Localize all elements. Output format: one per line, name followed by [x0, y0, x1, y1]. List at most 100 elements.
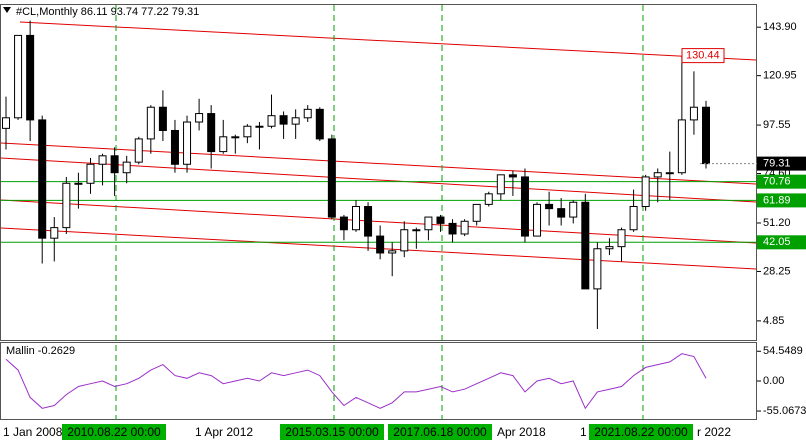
candle-body [98, 155, 107, 165]
x-tick-label: 1 [580, 425, 587, 439]
candle-body [255, 125, 264, 128]
candle-body [243, 125, 252, 138]
y-tick-label: 4.85 [763, 315, 784, 327]
y-tick-label: 97.55 [763, 119, 791, 131]
indicator-panel [0, 342, 757, 420]
candle-body [146, 106, 155, 140]
candle-body [303, 108, 312, 119]
y-tick-label: 54.5489 [763, 345, 803, 357]
candle-body [219, 136, 228, 153]
candle-body [569, 201, 578, 218]
date-box [589, 424, 693, 440]
candle-body [207, 113, 216, 153]
candle-body [26, 34, 35, 121]
last-price-box [757, 156, 806, 171]
candle-body [74, 182, 83, 185]
date-box [280, 424, 384, 440]
candle-body [400, 229, 409, 252]
menu-arrow[interactable] [3, 7, 11, 13]
candle-body [110, 155, 119, 174]
x-tick-label: 1 Apr 2012 [195, 425, 253, 439]
candle-body [388, 250, 397, 254]
date-label: 2021.08.22 00:00 [594, 425, 688, 439]
candle-body [629, 206, 638, 231]
candle-body [545, 203, 554, 210]
y-tick-label: 120.95 [763, 70, 797, 82]
candle-body [327, 138, 336, 218]
candle-body [50, 227, 59, 239]
candle-body [376, 235, 385, 254]
level-label: 61.89 [763, 194, 791, 206]
candle-body [665, 172, 674, 175]
indicator-title: Mallin -0.2629 [6, 345, 75, 357]
candle-body [484, 193, 493, 205]
candle-body [508, 174, 517, 178]
level-box [757, 174, 806, 189]
y-tick-label: 28.25 [763, 265, 791, 277]
trend-line [19, 21, 757, 61]
candle-body [460, 220, 469, 235]
candle-body [122, 161, 131, 174]
candle-body [86, 163, 95, 184]
candle-body [533, 203, 542, 237]
candle-body [364, 206, 373, 237]
candle-body [38, 119, 47, 239]
date-label: 2015.03.15 00:00 [285, 425, 379, 439]
candle-body [653, 172, 662, 178]
candle-body [472, 203, 481, 222]
level-label: 42.05 [763, 236, 791, 248]
y-tick-label: 51.20 [763, 217, 791, 229]
x-tick-label: 1 Jan 2008 [3, 425, 63, 439]
candle-body [352, 206, 360, 231]
indicator-line [5, 353, 707, 410]
trend-line [0, 142, 757, 185]
trend-line [0, 199, 757, 244]
candle-body [412, 229, 421, 232]
candle-body [279, 115, 288, 125]
candle-body [617, 229, 626, 248]
candle-body [315, 108, 324, 140]
level-box [757, 235, 806, 250]
candle-body [158, 106, 167, 131]
candle-body [593, 248, 602, 290]
candle-body [677, 119, 686, 174]
candle-body [134, 138, 143, 163]
candle-body [2, 117, 10, 129]
candle-body [689, 106, 698, 121]
candle-body [14, 34, 23, 119]
candle-body [62, 182, 71, 229]
date-label: 2010.08.22 00:00 [67, 425, 161, 439]
candle-body [496, 174, 505, 195]
x-tick-label: r 2022 [697, 425, 731, 439]
peak-box [681, 48, 725, 64]
candle-body [424, 216, 433, 231]
level-label: 70.76 [763, 176, 791, 188]
candle-body [605, 246, 614, 250]
candle-body [170, 129, 179, 165]
candle-body [183, 121, 192, 165]
candle-body [641, 176, 650, 208]
y-tick-label: 0.00 [763, 375, 784, 387]
last-price-label: 79.31 [763, 158, 791, 170]
x-tick-label: Apr 2018 [497, 425, 546, 439]
candle-body [581, 201, 590, 290]
level-box [757, 193, 806, 208]
candle-body [231, 136, 240, 139]
candle-body [557, 208, 566, 218]
candle-body [195, 113, 204, 123]
y-tick-label: 143.90 [763, 21, 797, 33]
candle-body [436, 216, 445, 224]
date-box [62, 424, 166, 440]
peak-label: 130.44 [686, 50, 720, 62]
candle-body [448, 222, 457, 235]
date-box [388, 424, 492, 440]
y-tick-label: -55.0673 [763, 405, 806, 417]
chart-header: #CL,Monthly 86.11 93.74 77.22 79.31 [16, 6, 199, 18]
candle-body [267, 115, 276, 127]
date-label: 2017.06.18 00:00 [393, 425, 487, 439]
candle-body [520, 176, 529, 237]
candle-body [291, 117, 300, 125]
candle-body [702, 106, 710, 165]
candle-body [339, 216, 348, 231]
